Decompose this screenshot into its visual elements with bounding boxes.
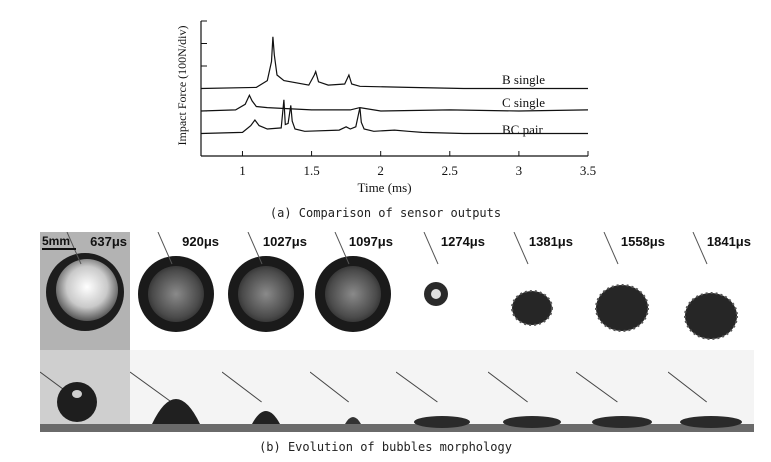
scale-bar bbox=[42, 248, 76, 250]
x-tick-label: 1 bbox=[239, 163, 246, 178]
bubble-top-view bbox=[668, 232, 754, 350]
x-tick-label: 3 bbox=[516, 163, 523, 178]
x-tick-label: 2.5 bbox=[442, 163, 458, 178]
frame-time-label: 1841μs bbox=[706, 234, 751, 249]
bubble-top-view bbox=[40, 232, 130, 350]
bubble-side-view bbox=[396, 350, 488, 432]
bubble-side-view bbox=[488, 350, 576, 432]
series-label: C single bbox=[502, 95, 545, 110]
series-label: B single bbox=[502, 72, 545, 87]
series-label: BC pair bbox=[502, 122, 543, 137]
frame-time-label: 920μs bbox=[182, 234, 219, 249]
bubble-top-view bbox=[222, 232, 310, 350]
x-axis-label: Time (ms) bbox=[357, 180, 411, 195]
scale-bar-label: 5mm bbox=[42, 234, 71, 248]
bubble-side-view bbox=[130, 350, 222, 432]
force-chart: 1 1.5 2 2.5 3 3.5 Time (ms) Impact Force (100N/… bbox=[175, 20, 596, 195]
bubble-side-view bbox=[40, 350, 130, 432]
bubble-frame: 1381μs bbox=[488, 232, 577, 432]
bubble-top-view bbox=[130, 232, 222, 350]
caption-b: (b) Evolution of bubbles morphology bbox=[259, 440, 512, 454]
bubble-top-view bbox=[576, 232, 668, 350]
bubble-side-view bbox=[222, 350, 310, 432]
frame-time-label: 1274μs bbox=[440, 234, 485, 249]
x-tick-label: 3.5 bbox=[580, 163, 596, 178]
frame-time-label: 1027μs bbox=[262, 234, 307, 249]
series-line-0 bbox=[200, 36, 588, 90]
bubble-frame: 1097μs bbox=[310, 232, 397, 432]
bubble-top-view bbox=[396, 232, 488, 350]
bubble-frame: 637μs 5mm bbox=[40, 232, 131, 432]
bubble-top-view bbox=[488, 232, 576, 350]
frame-time-label: 1381μs bbox=[528, 234, 573, 249]
caption-a: (a) Comparison of sensor outputs bbox=[269, 206, 502, 220]
bubble-frame: 1274μs bbox=[396, 232, 489, 432]
x-tick-label: 2 bbox=[377, 163, 384, 178]
bubble-side-view bbox=[310, 350, 396, 432]
bubble-top-view bbox=[310, 232, 396, 350]
series-line-2 bbox=[200, 99, 588, 135]
bubble-side-view bbox=[576, 350, 668, 432]
frame-time-label: 1558μs bbox=[620, 234, 665, 249]
bubble-frame: 1558μs bbox=[576, 232, 669, 432]
bubble-frame: 1027μs bbox=[222, 232, 311, 432]
series-line-1 bbox=[200, 93, 589, 112]
bubble-frame: 1841μs bbox=[668, 232, 754, 432]
force-chart-panel: 1 1.5 2 2.5 3 3.5 Time (ms) Impact Force (100N/… bbox=[0, 0, 771, 205]
bubble-image-strip: 637μs 5mm 920μs 1027μs 1097μs 1274μs 1381μs 155… bbox=[40, 232, 754, 432]
frame-time-label: 1097μs bbox=[348, 234, 393, 249]
frame-time-label: 637μs bbox=[90, 234, 127, 249]
bubble-frame: 920μs bbox=[130, 232, 223, 432]
bubble-side-view bbox=[668, 350, 754, 432]
y-axis-label: Impact Force (100N/div) bbox=[175, 26, 189, 146]
x-tick-label: 1.5 bbox=[303, 163, 319, 178]
